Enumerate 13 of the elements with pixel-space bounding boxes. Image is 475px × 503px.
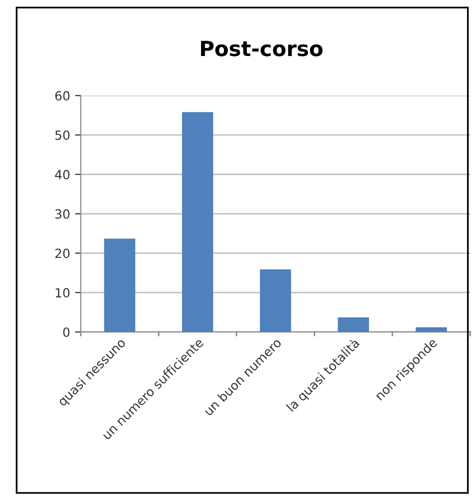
bar: [416, 327, 447, 332]
bar: [104, 238, 136, 332]
y-tick-label: 30: [55, 209, 70, 219]
chart-title: Post-corso: [201, 40, 322, 56]
y-tick-label: 60: [55, 91, 70, 100]
y-tick-label: 10: [56, 288, 70, 298]
y-tick-label: 50: [55, 130, 70, 140]
y-tick-label: 0: [63, 327, 70, 337]
y-tick-label: 20: [55, 248, 70, 258]
y-tick-label: 40: [55, 170, 70, 180]
bar: [182, 112, 214, 332]
bar: [338, 317, 369, 332]
bar: [260, 269, 292, 332]
